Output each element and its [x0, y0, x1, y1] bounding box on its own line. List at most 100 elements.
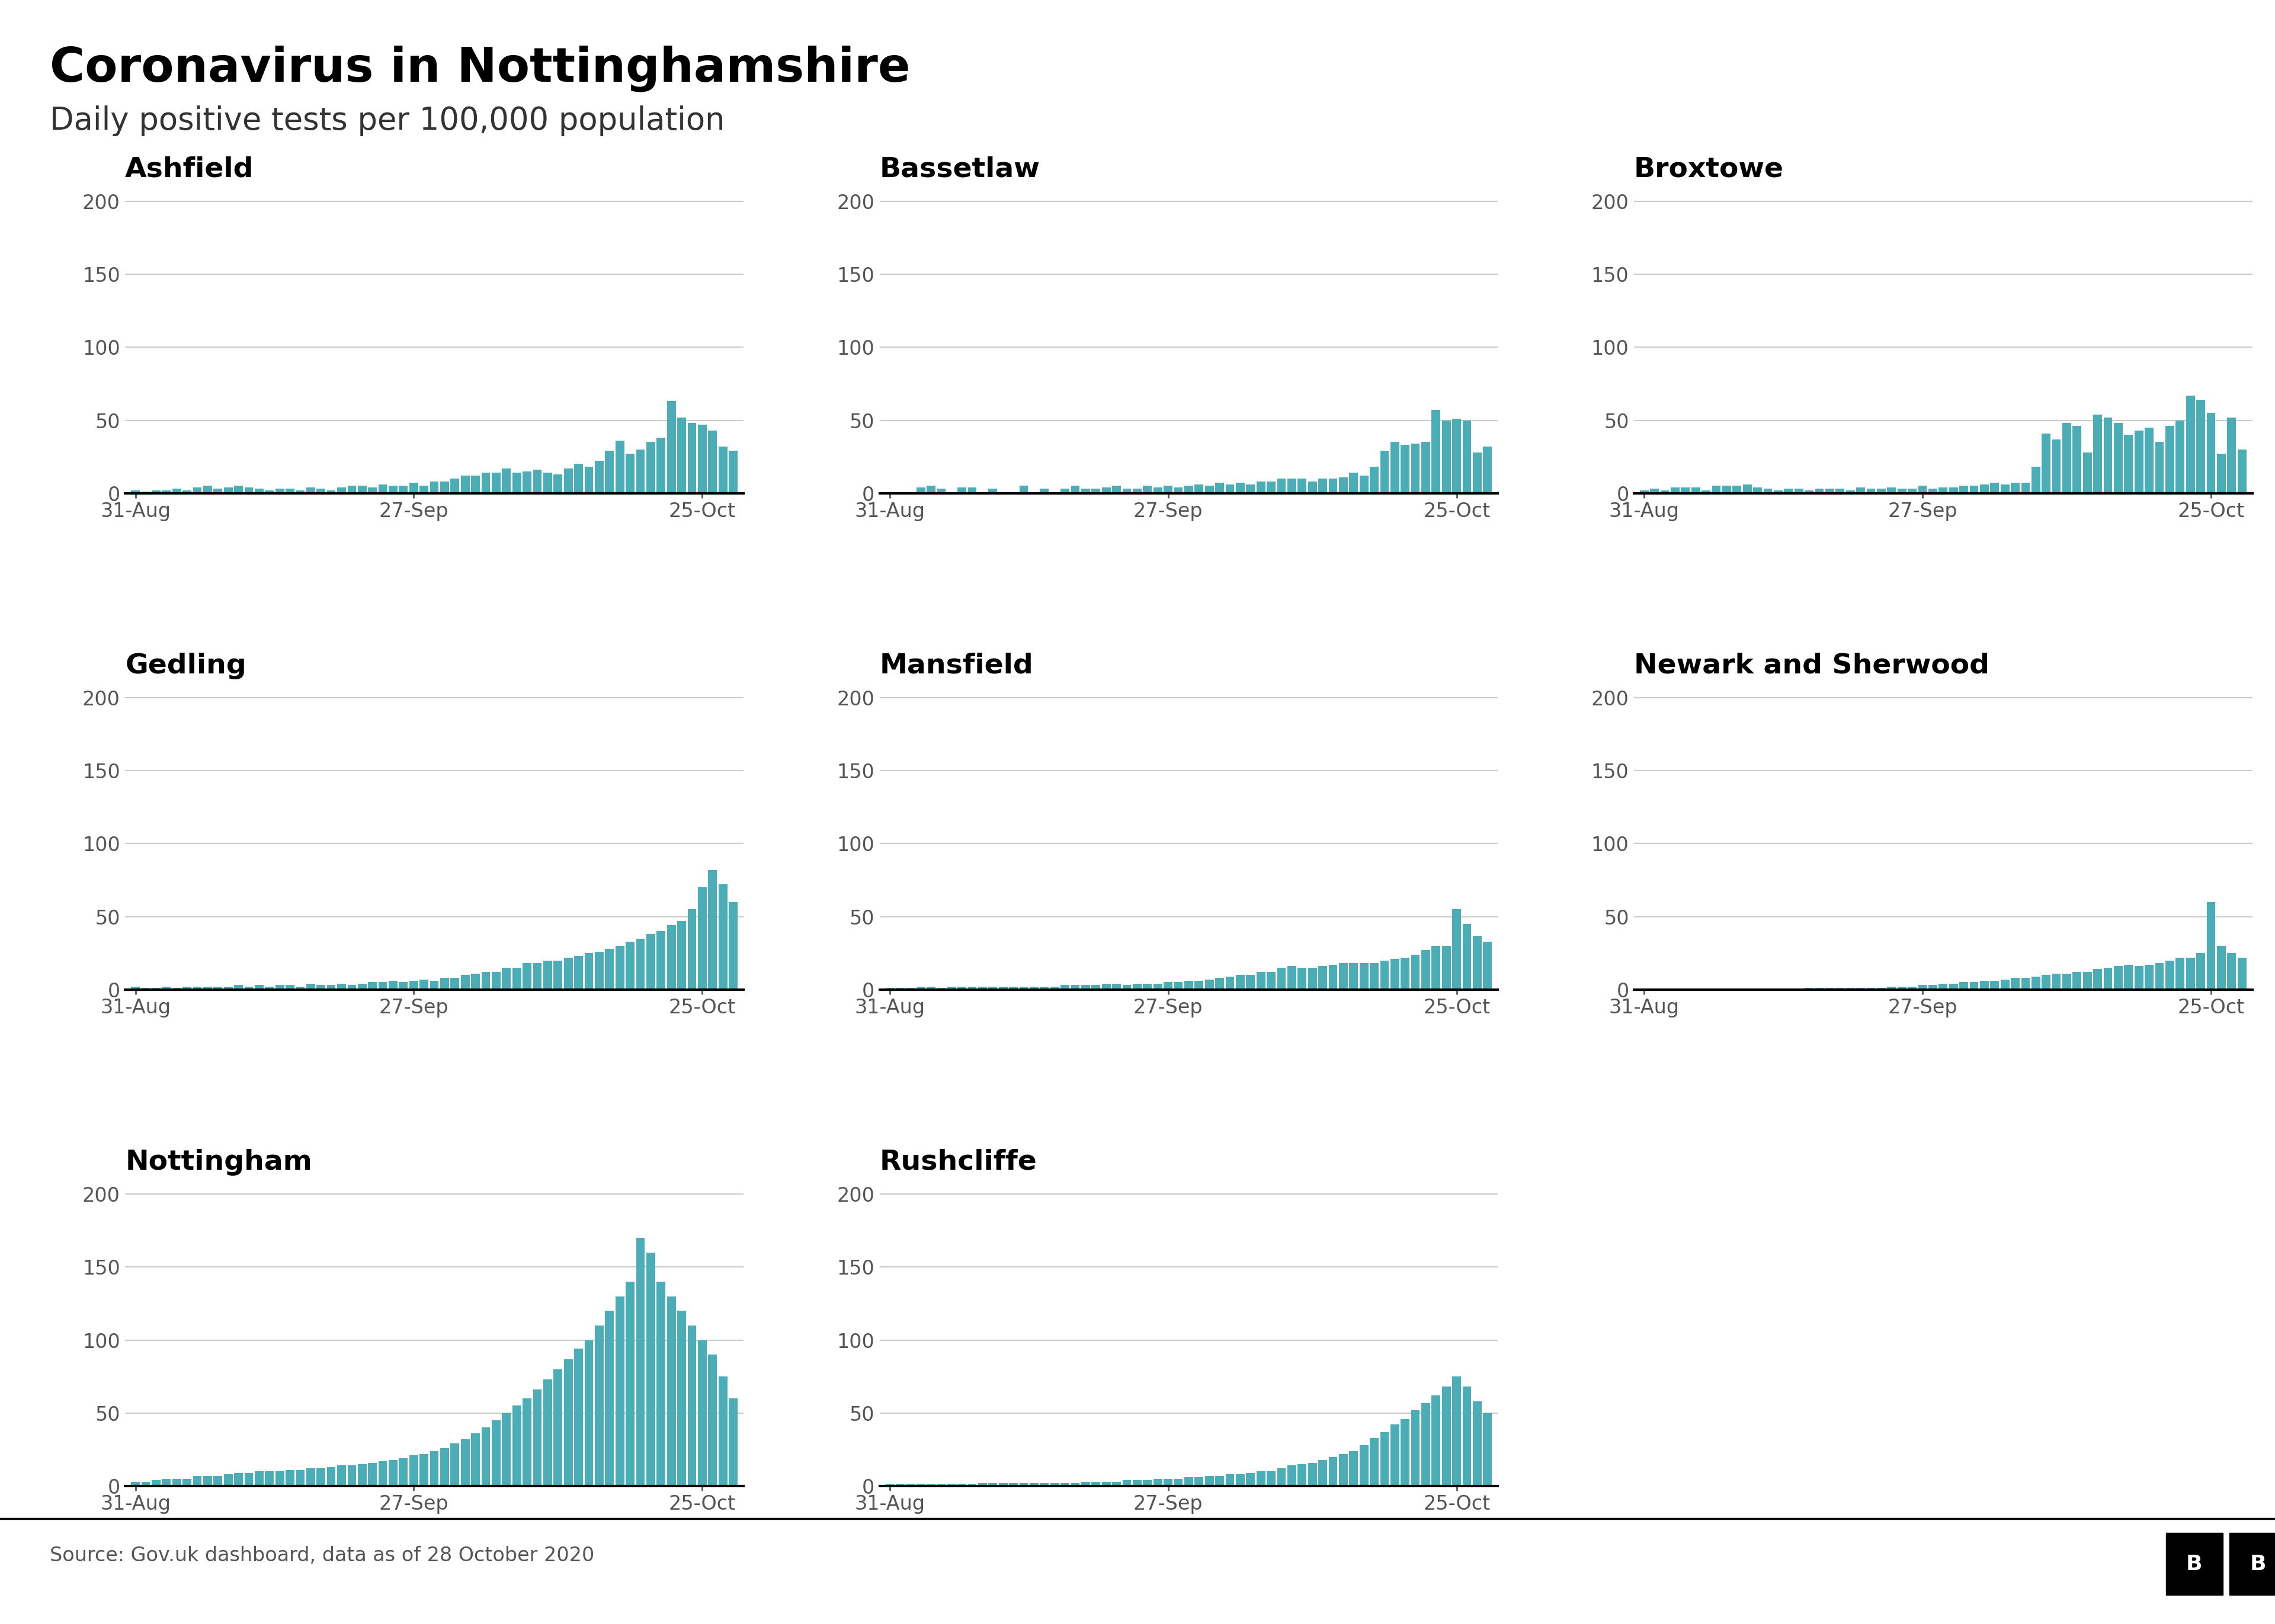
Bar — [999, 1483, 1008, 1486]
Bar — [398, 486, 407, 494]
Bar — [1092, 986, 1101, 989]
Bar — [1276, 968, 1285, 989]
Bar — [646, 1252, 655, 1486]
Bar — [462, 476, 469, 494]
Bar — [430, 981, 439, 989]
Bar — [1019, 987, 1028, 989]
Bar — [1317, 479, 1326, 494]
Bar — [719, 885, 728, 989]
Bar — [1349, 963, 1358, 989]
Bar — [1929, 986, 1936, 989]
Bar — [378, 983, 387, 989]
Bar — [482, 1427, 489, 1486]
Bar — [719, 1377, 728, 1486]
Bar — [430, 481, 439, 494]
Bar — [1401, 445, 1410, 494]
Bar — [617, 1296, 623, 1486]
Bar — [1649, 489, 1658, 494]
Bar — [1297, 968, 1306, 989]
Bar — [1431, 1395, 1440, 1486]
Bar — [1938, 487, 1947, 494]
Bar — [1288, 1465, 1297, 1486]
Bar — [1297, 1465, 1306, 1486]
Bar — [708, 430, 717, 494]
Bar — [1897, 987, 1906, 989]
Bar — [626, 1281, 635, 1486]
Bar — [2063, 973, 2070, 989]
Bar — [605, 451, 614, 494]
Bar — [1051, 1483, 1060, 1486]
Bar — [1101, 984, 1110, 989]
Bar — [1031, 1483, 1037, 1486]
Bar — [1670, 487, 1679, 494]
Bar — [667, 1296, 676, 1486]
Bar — [2145, 965, 2154, 989]
Bar — [328, 986, 337, 989]
Bar — [202, 486, 212, 494]
Bar — [1845, 490, 1854, 494]
Bar — [1431, 945, 1440, 989]
Bar — [2145, 427, 2154, 494]
Bar — [316, 489, 325, 494]
Bar — [307, 1468, 314, 1486]
Bar — [564, 958, 573, 989]
Bar — [1360, 963, 1367, 989]
Bar — [1206, 979, 1213, 989]
Bar — [223, 1475, 232, 1486]
Bar — [357, 486, 366, 494]
Bar — [337, 487, 346, 494]
Bar — [1235, 1475, 1244, 1486]
Bar — [378, 1462, 387, 1486]
Bar — [2186, 958, 2195, 989]
Bar — [503, 1413, 512, 1486]
Text: B: B — [2250, 1554, 2266, 1574]
Bar — [1865, 489, 1875, 494]
Bar — [1267, 973, 1276, 989]
Bar — [1276, 1468, 1285, 1486]
Bar — [357, 1465, 366, 1486]
Bar — [1340, 1453, 1347, 1486]
Bar — [1401, 958, 1410, 989]
Bar — [1153, 487, 1163, 494]
Bar — [503, 468, 512, 494]
Bar — [491, 1421, 500, 1486]
Bar — [1451, 1377, 1461, 1486]
Bar — [657, 1281, 664, 1486]
Bar — [1276, 479, 1285, 494]
Bar — [152, 490, 162, 494]
Bar — [182, 987, 191, 989]
Bar — [1472, 935, 1481, 989]
Bar — [482, 973, 489, 989]
Bar — [1929, 489, 1936, 494]
Bar — [389, 1460, 398, 1486]
Bar — [328, 490, 337, 494]
Text: Rushcliffe: Rushcliffe — [880, 1148, 1037, 1176]
Bar — [223, 487, 232, 494]
Bar — [462, 1439, 469, 1486]
Bar — [728, 1398, 737, 1486]
Bar — [2052, 973, 2061, 989]
Bar — [471, 1434, 480, 1486]
Bar — [1472, 1402, 1481, 1486]
Bar — [1092, 489, 1101, 494]
Bar — [2207, 412, 2216, 494]
Bar — [193, 987, 202, 989]
Bar — [2134, 430, 2143, 494]
Bar — [2125, 435, 2134, 494]
Bar — [1451, 419, 1461, 494]
Bar — [708, 870, 717, 989]
Bar — [553, 960, 562, 989]
Bar — [348, 1465, 357, 1486]
Bar — [1959, 486, 1968, 494]
Bar — [223, 987, 232, 989]
Bar — [523, 963, 532, 989]
Bar — [573, 1350, 582, 1486]
Bar — [369, 1463, 378, 1486]
Bar — [419, 1453, 428, 1486]
Bar — [1215, 1476, 1224, 1486]
Bar — [967, 487, 976, 494]
Bar — [214, 489, 223, 494]
Bar — [1194, 484, 1203, 494]
Bar — [1185, 486, 1192, 494]
Bar — [1153, 1479, 1163, 1486]
